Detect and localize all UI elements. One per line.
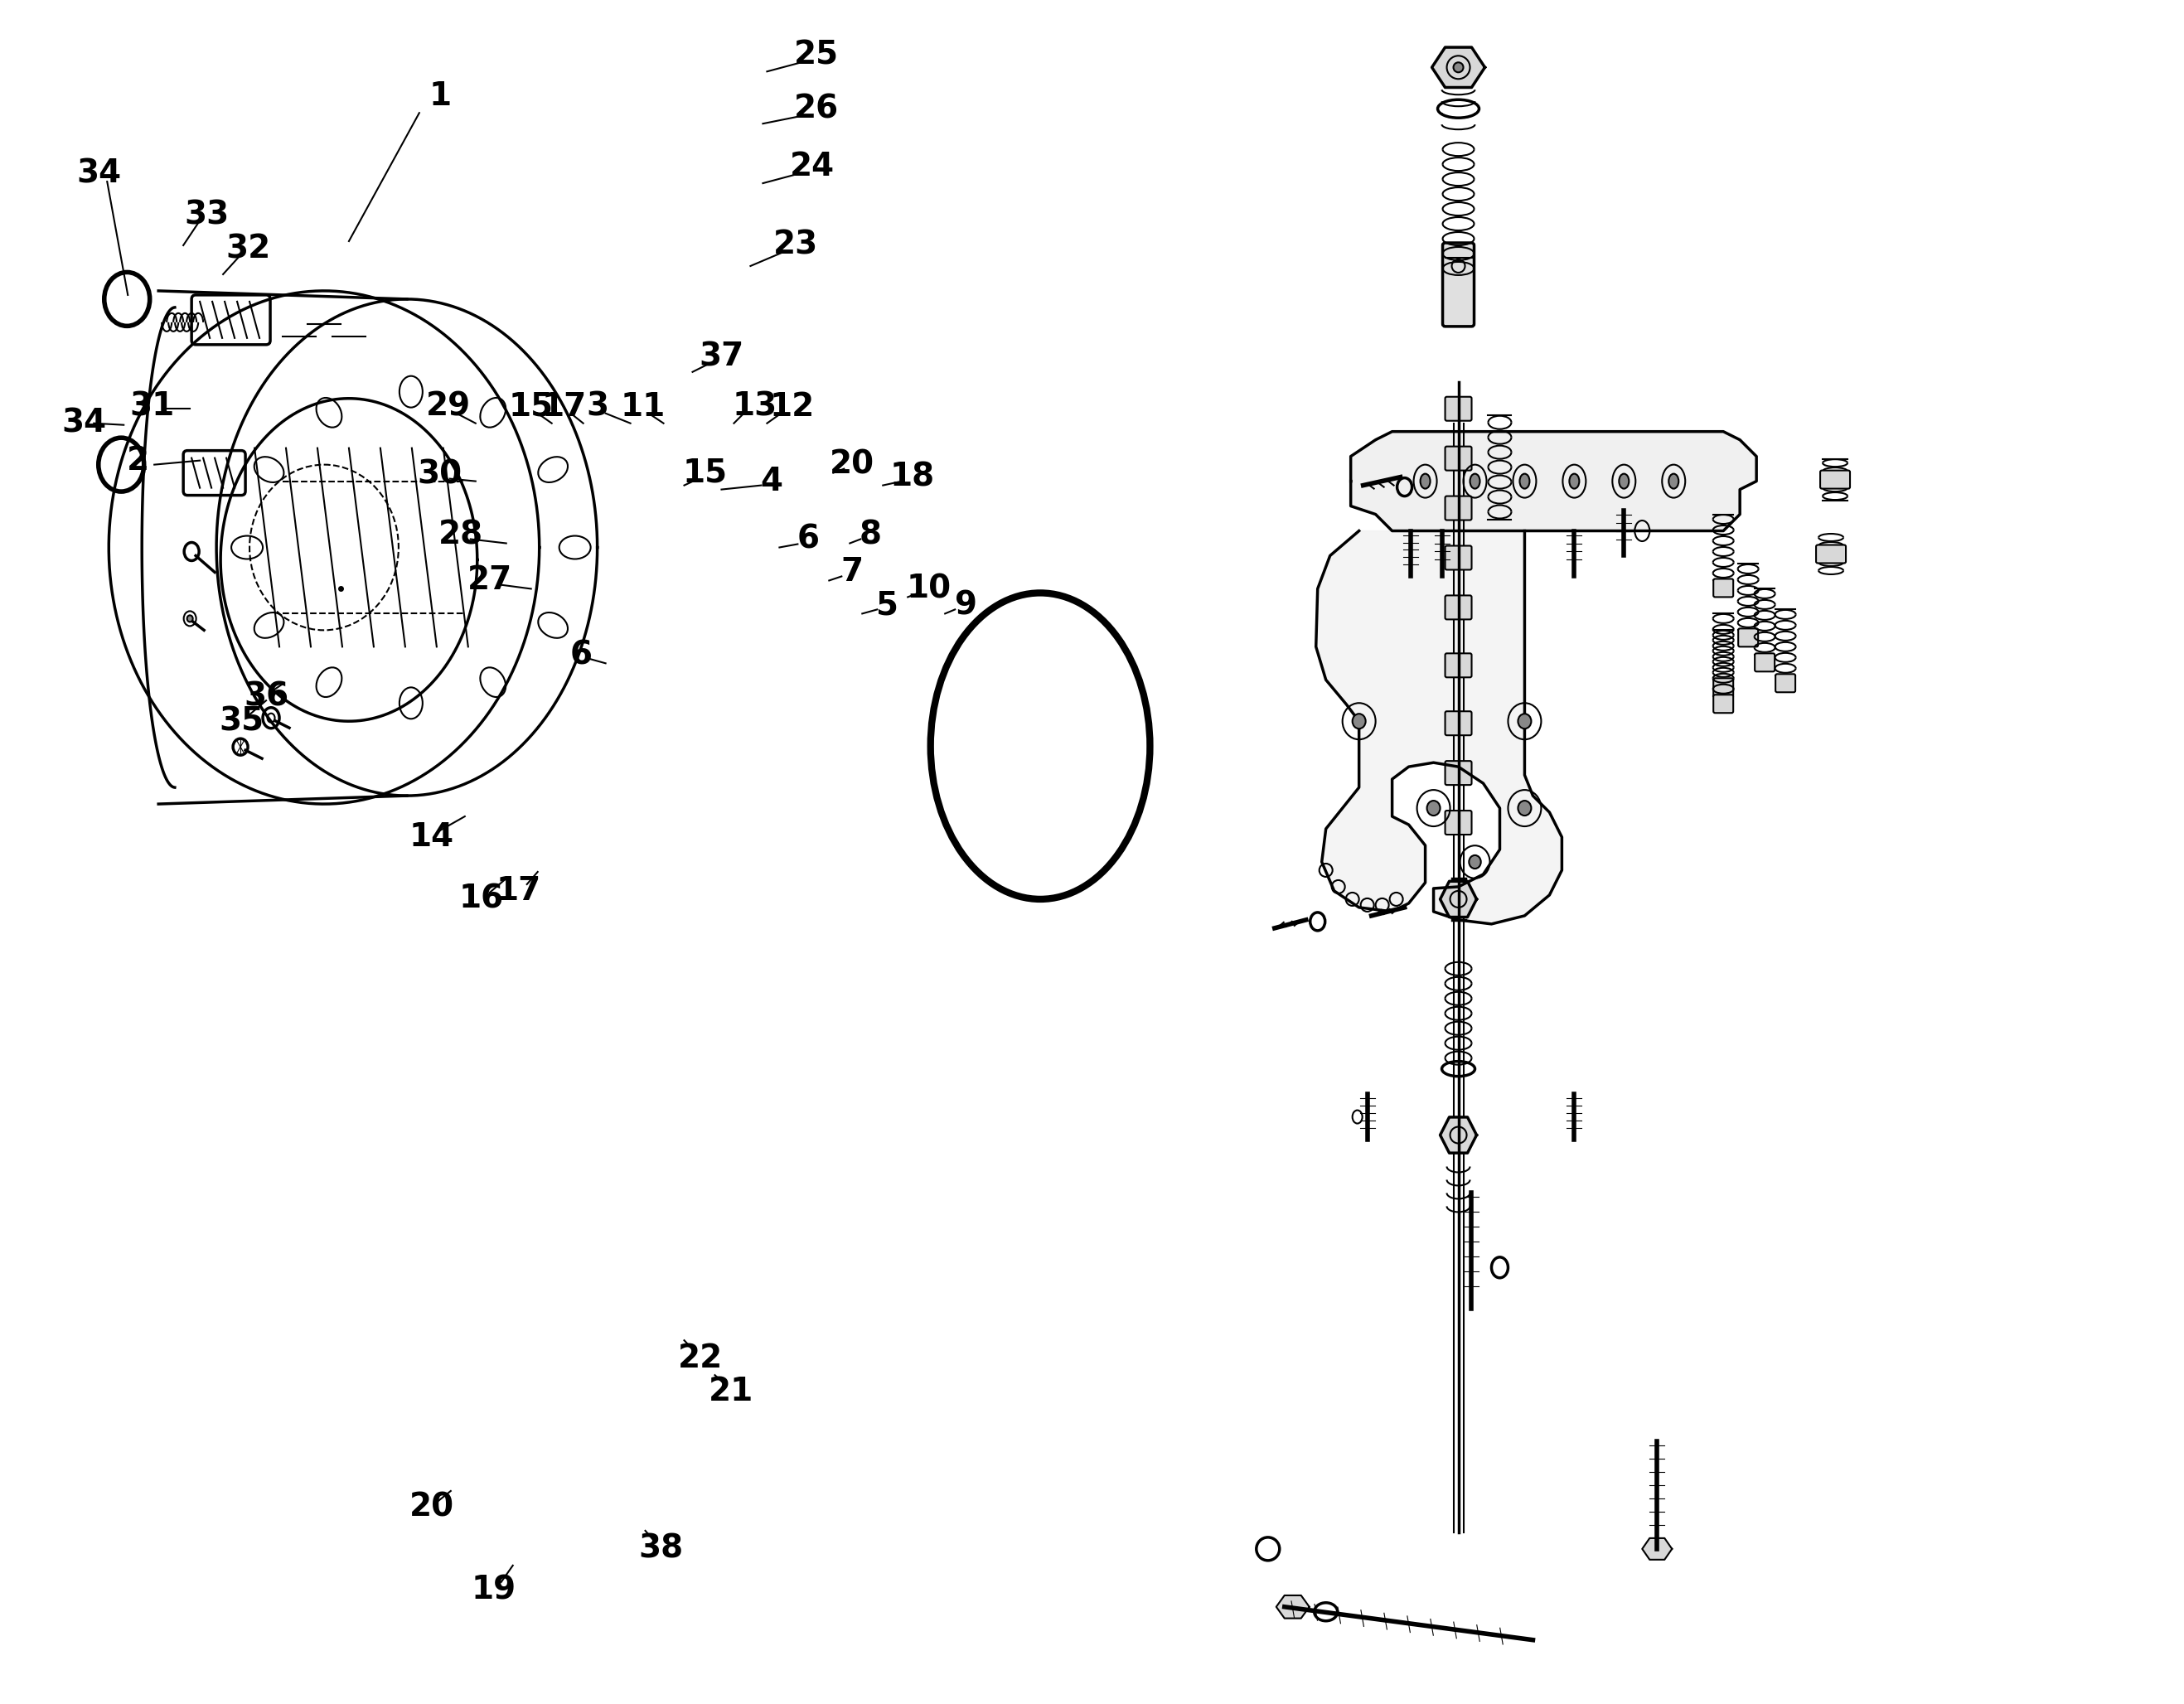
Text: 34: 34 [76, 157, 122, 189]
Text: 20: 20 [830, 448, 876, 481]
FancyBboxPatch shape [1446, 545, 1472, 569]
Text: 17: 17 [496, 876, 542, 907]
Text: 21: 21 [710, 1375, 753, 1408]
Text: 15: 15 [681, 457, 727, 489]
Ellipse shape [1570, 474, 1579, 489]
FancyBboxPatch shape [1776, 675, 1795, 692]
FancyBboxPatch shape [1446, 811, 1472, 835]
FancyBboxPatch shape [1754, 653, 1776, 671]
Polygon shape [1642, 1539, 1673, 1559]
Text: 16: 16 [459, 883, 505, 915]
Polygon shape [1439, 1118, 1476, 1154]
FancyBboxPatch shape [1446, 397, 1472, 421]
Text: 11: 11 [620, 390, 666, 423]
Ellipse shape [1520, 474, 1529, 489]
Text: 6: 6 [797, 523, 819, 556]
Text: 28: 28 [439, 520, 483, 550]
FancyBboxPatch shape [1714, 695, 1734, 712]
FancyBboxPatch shape [1714, 579, 1734, 596]
Text: 36: 36 [245, 680, 288, 712]
FancyBboxPatch shape [1714, 678, 1734, 697]
FancyBboxPatch shape [1446, 762, 1472, 786]
Ellipse shape [1518, 801, 1531, 816]
FancyBboxPatch shape [1446, 711, 1472, 736]
Text: 27: 27 [467, 564, 511, 596]
FancyBboxPatch shape [1817, 545, 1845, 562]
Text: 4: 4 [760, 465, 782, 498]
Text: 20: 20 [408, 1491, 454, 1523]
Text: 2: 2 [127, 445, 149, 475]
Text: 32: 32 [225, 233, 271, 266]
FancyBboxPatch shape [1446, 496, 1472, 520]
FancyBboxPatch shape [1446, 446, 1472, 470]
Ellipse shape [1470, 855, 1481, 869]
Text: 35: 35 [218, 705, 264, 736]
FancyBboxPatch shape [1446, 653, 1472, 678]
Text: 3: 3 [585, 390, 609, 423]
Text: 10: 10 [906, 573, 950, 605]
Text: 8: 8 [858, 520, 882, 550]
Ellipse shape [1669, 474, 1679, 489]
Text: 6: 6 [570, 639, 592, 671]
Text: 34: 34 [61, 407, 107, 440]
Text: 13: 13 [732, 390, 778, 423]
Ellipse shape [1426, 801, 1439, 816]
Text: 25: 25 [795, 39, 839, 70]
Text: 26: 26 [795, 94, 839, 124]
FancyBboxPatch shape [1738, 629, 1758, 648]
Text: 1: 1 [428, 80, 452, 112]
Ellipse shape [1618, 474, 1629, 489]
FancyBboxPatch shape [1819, 470, 1850, 489]
Text: 29: 29 [426, 390, 472, 423]
Polygon shape [1317, 532, 1562, 924]
FancyBboxPatch shape [1446, 595, 1472, 620]
Polygon shape [1275, 1595, 1310, 1619]
Text: 37: 37 [699, 341, 745, 373]
Text: 18: 18 [889, 462, 935, 492]
Text: 38: 38 [638, 1534, 684, 1564]
Text: 31: 31 [129, 390, 175, 423]
Text: 22: 22 [679, 1343, 723, 1375]
Text: 9: 9 [954, 590, 976, 620]
FancyBboxPatch shape [1444, 244, 1474, 327]
Text: 23: 23 [773, 230, 819, 261]
Text: 24: 24 [791, 152, 834, 182]
Ellipse shape [188, 615, 192, 622]
Text: 15: 15 [509, 390, 553, 423]
Text: 5: 5 [876, 590, 898, 620]
Polygon shape [1433, 48, 1485, 87]
Text: 19: 19 [472, 1574, 515, 1607]
Ellipse shape [1518, 714, 1531, 729]
Polygon shape [1350, 431, 1756, 532]
Ellipse shape [1470, 474, 1481, 489]
Text: 7: 7 [841, 557, 863, 588]
Ellipse shape [1352, 714, 1365, 729]
Text: 17: 17 [542, 390, 587, 423]
Text: 30: 30 [417, 458, 463, 491]
Text: 33: 33 [183, 199, 229, 230]
Ellipse shape [1420, 474, 1431, 489]
Text: 14: 14 [408, 821, 454, 852]
Polygon shape [1439, 881, 1476, 917]
Circle shape [1452, 63, 1463, 72]
Text: 12: 12 [769, 390, 815, 423]
